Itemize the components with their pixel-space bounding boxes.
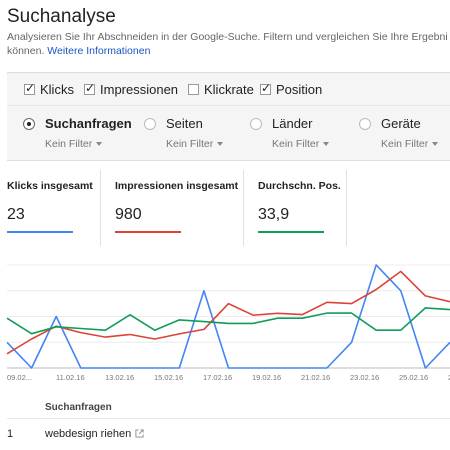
radio-icon[interactable] — [144, 117, 156, 130]
impressionen-checkbox[interactable]: ✓ — [84, 81, 96, 95]
total-impressionen[interactable]: Impressionen insgesamt 980 — [115, 162, 243, 246]
query-text: webdesign riehen — [45, 428, 132, 440]
x-tick-label: 19.02.16 — [252, 373, 281, 382]
total-color-bar — [7, 231, 73, 233]
table-row[interactable]: webdesign riehen — [45, 428, 144, 440]
position-checkbox[interactable]: ✓ — [260, 81, 272, 95]
total-label: Klicks insgesamt — [7, 180, 93, 192]
check-icon: ✓ — [25, 81, 36, 95]
series-line-1 — [6, 264, 450, 369]
x-tick-label: 15.02.16 — [154, 373, 183, 382]
external-link-icon[interactable] — [135, 429, 144, 438]
metric-toggle-position[interactable]: ✓ Position — [260, 81, 323, 97]
metric-label: Impressionen — [100, 82, 179, 97]
tab-label: Länder — [272, 116, 313, 131]
metric-label: Klicks — [40, 82, 74, 97]
x-tick-label: 09.02... — [7, 373, 32, 382]
tab-label: Seiten — [166, 116, 203, 131]
tab-laender[interactable]: Länder Kein Filter — [250, 116, 330, 150]
tab-suchanfragen[interactable]: Suchanfragen Kein Filter — [23, 116, 132, 150]
metric-label: Klickrate — [204, 82, 254, 97]
caret-down-icon — [96, 142, 103, 147]
tab-geraete[interactable]: Geräte Kein Filter — [359, 116, 439, 150]
page-description: Analysieren Sie Ihr Abschneiden in der G… — [7, 30, 447, 58]
total-klicks[interactable]: Klicks insgesamt 23 — [7, 162, 100, 246]
series-line-3 — [6, 307, 450, 335]
metric-toggle-impressionen[interactable]: ✓ Impressionen — [84, 81, 179, 97]
description-text: Analysieren Sie Ihr Abschneiden in der G… — [7, 31, 447, 43]
total-label: Impressionen insgesamt — [115, 180, 239, 192]
klicks-checkbox[interactable]: ✓ — [24, 81, 36, 95]
description-line-2: können. Weitere Informationen — [7, 45, 151, 57]
divider — [243, 170, 244, 246]
metric-label: Position — [276, 82, 323, 97]
filter-dropdown[interactable]: Kein Filter — [381, 138, 439, 150]
total-value: 33,9 — [258, 206, 290, 223]
total-label: Durchschn. Pos. — [258, 180, 341, 192]
radio-selected-icon[interactable] — [23, 117, 35, 130]
page-title: Suchanalyse — [7, 6, 116, 27]
total-color-bar — [258, 231, 324, 233]
filter-dropdown[interactable]: Kein Filter — [166, 138, 224, 150]
klickrate-checkbox[interactable] — [188, 84, 199, 95]
metric-toggle-klickrate[interactable]: Klickrate — [188, 82, 254, 97]
filter-dropdown[interactable]: Kein Filter — [45, 138, 132, 150]
caret-down-icon — [323, 142, 330, 147]
caret-down-icon — [432, 142, 439, 147]
check-icon: ✓ — [261, 81, 272, 95]
more-info-link[interactable]: Weitere Informationen — [47, 45, 151, 57]
divider — [346, 170, 347, 246]
totals-panel: Klicks insgesamt 23 Impressionen insgesa… — [0, 162, 450, 246]
divider — [7, 418, 450, 419]
total-color-bar — [115, 231, 181, 233]
caret-down-icon — [217, 142, 224, 147]
total-position[interactable]: Durchschn. Pos. 33,9 — [258, 162, 346, 246]
total-value: 23 — [7, 206, 25, 223]
divider — [100, 170, 101, 246]
column-header-suchanfragen[interactable]: Suchanfragen — [45, 402, 112, 413]
x-tick-label: 13.02.16 — [105, 373, 134, 382]
x-tick-label: 17.02.16 — [203, 373, 232, 382]
radio-icon[interactable] — [359, 117, 371, 130]
x-tick-label: 21.02.16 — [301, 373, 330, 382]
check-icon: ✓ — [85, 81, 96, 95]
row-rank: 1 — [7, 428, 14, 440]
performance-chart[interactable]: 09.02... 11.02.16 13.02.16 15.02.16 17.02.16… — [0, 258, 450, 386]
metric-toggle-klicks[interactable]: ✓ Klicks — [24, 81, 74, 97]
tab-seiten[interactable]: Seiten Kein Filter — [144, 116, 224, 150]
x-tick-label: 11.02.16 — [56, 373, 85, 382]
tab-label: Geräte — [381, 116, 421, 131]
dimension-tabs: Suchanfragen Kein Filter Seiten Kein Fil… — [7, 106, 450, 161]
filter-dropdown[interactable]: Kein Filter — [272, 138, 330, 150]
x-tick-label: 25.02.16 — [399, 373, 428, 382]
total-value: 980 — [115, 206, 142, 223]
radio-icon[interactable] — [250, 117, 262, 130]
metric-toggle-bar: ✓ Klicks ✓ Impressionen Klickrate ✓ Posi… — [7, 72, 450, 106]
x-tick-label: 23.02.16 — [350, 373, 379, 382]
x-tick-label: 2 — [448, 373, 450, 382]
tab-label: Suchanfragen — [45, 116, 132, 131]
series-line-2 — [6, 270, 450, 355]
